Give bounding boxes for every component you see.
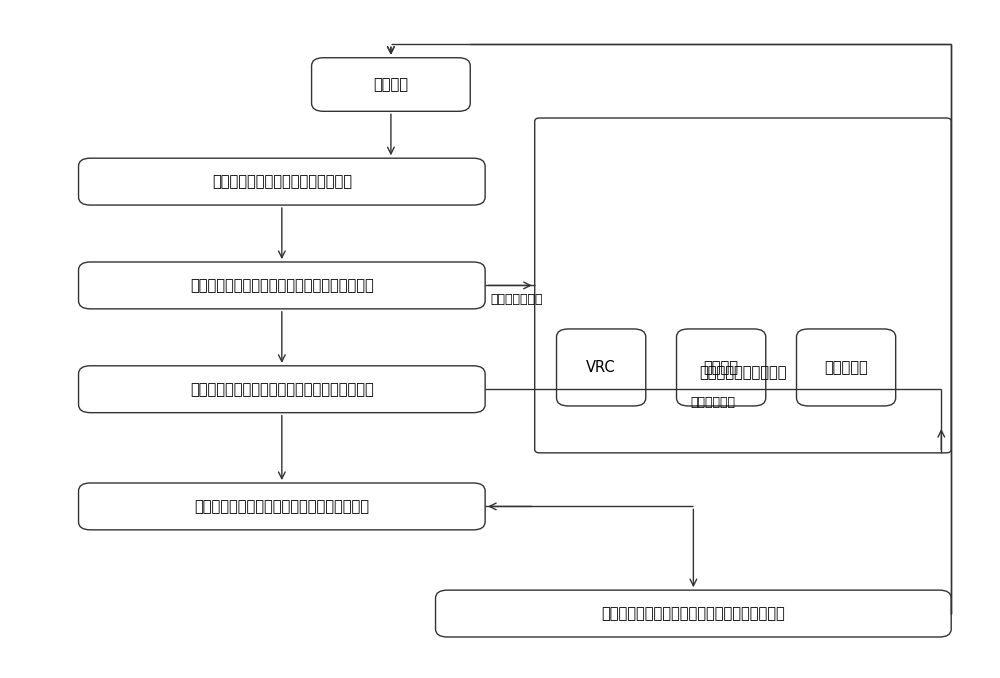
FancyBboxPatch shape xyxy=(79,366,485,413)
Text: 步骤六：实现补偿系统，对于错误输出进行修正: 步骤六：实现补偿系统，对于错误输出进行修正 xyxy=(602,606,785,621)
Text: 步骤四：实现演化硬件: 步骤四：实现演化硬件 xyxy=(699,365,787,380)
FancyBboxPatch shape xyxy=(436,590,951,637)
FancyBboxPatch shape xyxy=(79,483,485,530)
FancyBboxPatch shape xyxy=(79,158,485,205)
FancyBboxPatch shape xyxy=(557,329,646,406)
FancyBboxPatch shape xyxy=(312,58,470,111)
Text: 步骤一：检测到故障并得到错误输出: 步骤一：检测到故障并得到错误输出 xyxy=(212,174,352,189)
Text: 遗传算法: 遗传算法 xyxy=(704,360,739,375)
Text: 适应度计算: 适应度计算 xyxy=(824,360,868,375)
Text: 步骤五：对于目标输出进行分组实现分块演化: 步骤五：对于目标输出进行分组实现分块演化 xyxy=(194,499,369,514)
Text: 演化硬件真值表: 演化硬件真值表 xyxy=(490,294,543,306)
Text: 故障电路: 故障电路 xyxy=(373,77,408,92)
FancyBboxPatch shape xyxy=(677,329,766,406)
Text: VRC: VRC xyxy=(586,360,616,375)
Text: 步骤三：搜索静态配置库，寻找相同或相似个体: 步骤三：搜索静态配置库，寻找相同或相似个体 xyxy=(190,382,374,397)
Text: 步骤二：利用补偿机制得到演化硬件的目标输出: 步骤二：利用补偿机制得到演化硬件的目标输出 xyxy=(190,278,374,293)
FancyBboxPatch shape xyxy=(535,118,951,453)
FancyBboxPatch shape xyxy=(79,262,485,309)
FancyBboxPatch shape xyxy=(797,329,896,406)
Text: 高相似性个体: 高相似性个体 xyxy=(691,396,736,409)
